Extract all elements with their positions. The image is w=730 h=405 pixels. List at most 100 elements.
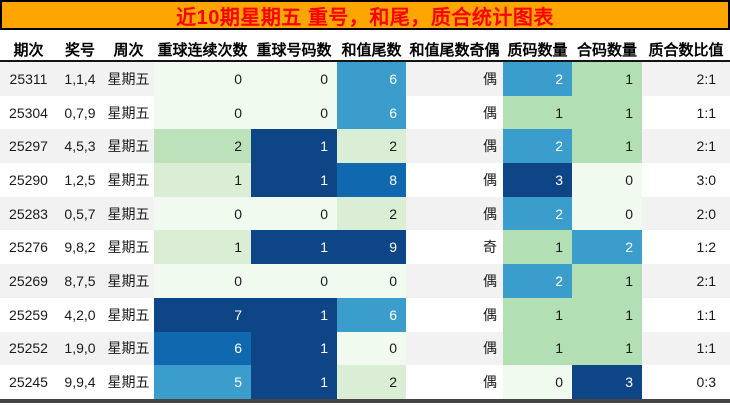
cell-weekday: 星期五: [107, 272, 150, 289]
col-header-prime-count: 质码数量: [507, 41, 568, 59]
cell-sum-tail-parity: 偶: [483, 272, 497, 289]
cell-sum-tail: 2: [337, 365, 406, 399]
cell-repeat-number-count: 1: [251, 230, 337, 265]
cell-period: 25283: [9, 205, 48, 222]
col-header-repeat-streak: 重球连续次数: [157, 41, 248, 59]
cell-prime-count: 1: [503, 95, 572, 130]
cell-sum-tail: 6: [337, 297, 406, 332]
cell-repeat-streak: 0: [154, 95, 251, 130]
stats-table: 期次 奖号 周次 重球连续次数 重球号码数 和值尾数 和值尾数奇偶 质码数量 合…: [0, 38, 730, 403]
title-banner: 近10期星期五 重号，和尾，质合统计图表: [0, 0, 730, 30]
cell-sum-tail-parity: 偶: [483, 205, 497, 222]
cell-repeat-number-count: 1: [251, 129, 337, 164]
cell-period: 25276: [9, 239, 48, 256]
cell-prime-composite-ratio: 2:0: [696, 205, 716, 222]
table-row: 25276 9,8,2 星期五 1 1 9 奇 1 2 1:2: [0, 230, 730, 265]
cell-sum-tail-parity: 偶: [483, 70, 497, 87]
table-header-row: 期次 奖号 周次 重球连续次数 重球号码数 和值尾数 和值尾数奇偶 质码数量 合…: [0, 38, 730, 62]
cell-weekday: 星期五: [107, 70, 150, 87]
table-row: 25259 4,2,0 星期五 7 1 6 偶 1 1 1:1: [0, 297, 730, 332]
cell-repeat-streak: 1: [154, 230, 251, 265]
cell-prime-composite-ratio: 2:1: [696, 272, 716, 289]
cell-prime-count: 1: [503, 331, 572, 366]
cell-weekday: 星期五: [107, 138, 150, 155]
cell-composite-count: 1: [572, 95, 642, 130]
col-header-weekday: 周次: [113, 41, 144, 59]
table-row: 25252 1,9,0 星期五 6 1 0 偶 1 1 1:1: [0, 331, 730, 366]
col-header-win-numbers: 奖号: [64, 41, 95, 59]
cell-weekday: 星期五: [107, 239, 150, 256]
table-row: 25304 0,7,9 星期五 0 0 6 偶 1 1 1:1: [0, 95, 730, 130]
cell-prime-composite-ratio: 3:0: [696, 171, 716, 188]
table-row: 25269 8,7,5 星期五 0 0 0 偶 2 1 2:1: [0, 264, 730, 298]
cell-win-numbers: 4,5,3: [64, 138, 96, 155]
cell-repeat-streak: 1: [154, 163, 251, 197]
cell-period: 25259: [9, 306, 48, 323]
cell-repeat-number-count: 0: [251, 196, 337, 231]
table-row: 25245 9,9,4 星期五 5 1 2 偶 0 3 0:3: [0, 365, 730, 399]
cell-weekday: 星期五: [107, 171, 150, 188]
cell-sum-tail-parity: 偶: [483, 104, 497, 121]
cell-win-numbers: 1,2,5: [64, 171, 96, 188]
cell-period: 25252: [9, 340, 48, 357]
cell-sum-tail: 6: [337, 95, 406, 130]
cell-composite-count: 1: [572, 264, 642, 298]
cell-sum-tail-parity: 偶: [483, 374, 497, 391]
cell-prime-count: 3: [503, 163, 572, 197]
table-bottom-border: [0, 398, 730, 403]
cell-prime-composite-ratio: 0:3: [696, 374, 716, 391]
cell-repeat-number-count: 1: [251, 365, 337, 399]
cell-win-numbers: 1,1,4: [64, 70, 96, 87]
col-header-composite-count: 合码数量: [576, 41, 637, 59]
table-row: 25297 4,5,3 星期五 2 1 2 偶 2 1 2:1: [0, 129, 730, 164]
cell-period: 25311: [9, 70, 48, 87]
cell-sum-tail: 9: [337, 230, 406, 265]
cell-win-numbers: 1,9,0: [64, 340, 96, 357]
cell-win-numbers: 8,7,5: [64, 272, 96, 289]
cell-composite-count: 1: [572, 129, 642, 164]
cell-sum-tail: 2: [337, 129, 406, 164]
cell-repeat-streak: 7: [154, 297, 251, 332]
cell-composite-count: 2: [572, 230, 642, 265]
cell-sum-tail: 6: [337, 62, 406, 96]
cell-repeat-streak: 5: [154, 365, 251, 399]
cell-composite-count: 0: [572, 163, 642, 197]
col-header-prime-composite-ratio: 质合数比值: [648, 41, 724, 59]
cell-sum-tail-parity: 奇: [483, 239, 497, 256]
col-header-period: 期次: [13, 41, 44, 59]
cell-sum-tail: 0: [337, 264, 406, 298]
cell-period: 25297: [9, 138, 48, 155]
cell-weekday: 星期五: [107, 340, 150, 357]
cell-period: 25304: [9, 104, 48, 121]
table-body: 25311 1,1,4 星期五 0 0 6 偶 2 1 2:1 25304 0,7,9 星期五 0 0 6 偶 1…: [0, 62, 730, 399]
cell-period: 25245: [9, 374, 48, 391]
cell-prime-composite-ratio: 1:2: [696, 239, 716, 256]
cell-prime-count: 2: [503, 196, 572, 231]
cell-composite-count: 1: [572, 331, 642, 366]
cell-repeat-number-count: 1: [251, 297, 337, 332]
cell-repeat-number-count: 0: [251, 95, 337, 130]
col-header-repeat-number-count: 重球号码数: [256, 41, 332, 59]
cell-repeat-number-count: 1: [251, 331, 337, 366]
cell-repeat-number-count: 0: [251, 264, 337, 298]
cell-repeat-streak: 2: [154, 129, 251, 164]
cell-sum-tail-parity: 偶: [483, 340, 497, 357]
cell-prime-count: 1: [503, 230, 572, 265]
cell-weekday: 星期五: [107, 306, 150, 323]
cell-prime-count: 0: [503, 365, 572, 399]
cell-win-numbers: 0,5,7: [64, 205, 96, 222]
cell-composite-count: 0: [572, 196, 642, 231]
cell-prime-composite-ratio: 1:1: [696, 340, 716, 357]
cell-win-numbers: 0,7,9: [64, 104, 96, 121]
cell-prime-composite-ratio: 2:1: [696, 70, 716, 87]
cell-prime-composite-ratio: 2:1: [696, 138, 716, 155]
cell-prime-count: 2: [503, 264, 572, 298]
cell-prime-count: 1: [503, 297, 572, 332]
cell-repeat-streak: 6: [154, 331, 251, 366]
cell-repeat-number-count: 1: [251, 163, 337, 197]
cell-sum-tail-parity: 偶: [483, 138, 497, 155]
cell-composite-count: 1: [572, 297, 642, 332]
cell-sum-tail-parity: 偶: [483, 306, 497, 323]
cell-repeat-streak: 0: [154, 196, 251, 231]
cell-repeat-streak: 0: [154, 264, 251, 298]
